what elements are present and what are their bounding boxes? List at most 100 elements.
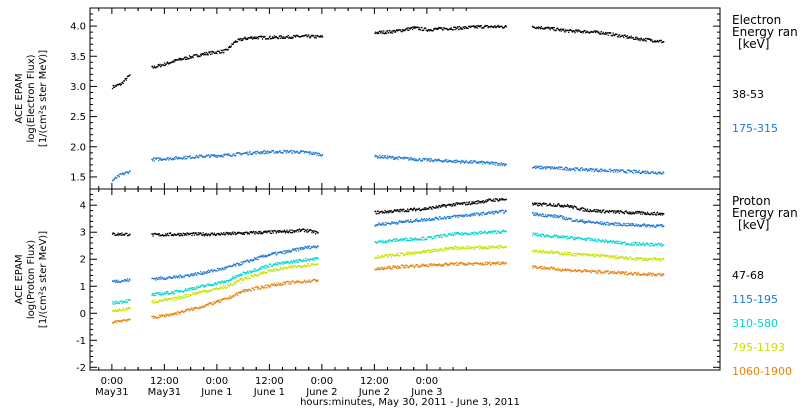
data-point bbox=[590, 209, 592, 212]
data-point bbox=[562, 218, 564, 220]
data-point bbox=[425, 238, 427, 241]
data-point bbox=[443, 204, 445, 206]
data-point bbox=[273, 35, 276, 37]
data-point bbox=[403, 254, 405, 256]
data-point bbox=[583, 253, 585, 255]
data-point bbox=[212, 303, 214, 306]
data-point bbox=[198, 234, 200, 236]
data-point bbox=[468, 162, 470, 164]
data-point bbox=[156, 317, 159, 319]
data-point bbox=[292, 261, 294, 263]
data-point bbox=[167, 62, 169, 64]
data-point bbox=[321, 35, 323, 37]
data-point bbox=[246, 277, 249, 280]
data-point bbox=[215, 301, 217, 303]
data-point bbox=[452, 234, 454, 236]
data-point bbox=[209, 235, 211, 237]
data-point bbox=[120, 300, 122, 302]
data-point bbox=[560, 204, 562, 207]
data-point bbox=[500, 231, 502, 233]
data-point bbox=[256, 275, 258, 277]
data-point bbox=[430, 236, 432, 238]
data-point bbox=[393, 210, 395, 212]
data-point bbox=[395, 209, 397, 211]
y-tick-label: 0 bbox=[80, 309, 86, 320]
data-point bbox=[262, 232, 264, 234]
data-point bbox=[425, 219, 427, 221]
data-point bbox=[642, 257, 644, 259]
data-point bbox=[165, 158, 167, 160]
data-point bbox=[546, 250, 549, 252]
data-point bbox=[268, 151, 271, 153]
data-point bbox=[254, 258, 256, 261]
data-point bbox=[617, 256, 619, 258]
data-point bbox=[248, 232, 250, 235]
data-point bbox=[571, 206, 574, 208]
data-point bbox=[410, 239, 412, 242]
data-point bbox=[460, 202, 462, 204]
data-point bbox=[163, 277, 166, 279]
data-point bbox=[391, 221, 393, 223]
data-point bbox=[282, 263, 284, 265]
data-point bbox=[498, 231, 500, 233]
data-point bbox=[624, 34, 626, 36]
data-point bbox=[193, 308, 195, 311]
data-point bbox=[201, 273, 203, 275]
data-point bbox=[654, 257, 656, 259]
data-point bbox=[453, 160, 455, 162]
data-point bbox=[635, 241, 637, 244]
data-point bbox=[287, 34, 289, 37]
data-point bbox=[476, 161, 479, 163]
data-point bbox=[266, 265, 268, 267]
data-point bbox=[543, 202, 545, 204]
data-point bbox=[164, 64, 166, 67]
data-point bbox=[553, 29, 555, 31]
data-point bbox=[270, 253, 272, 256]
data-point bbox=[497, 164, 499, 166]
data-point bbox=[385, 254, 387, 256]
data-point bbox=[261, 151, 263, 153]
data-point bbox=[262, 256, 264, 258]
data-point bbox=[238, 263, 241, 265]
data-point bbox=[198, 233, 201, 235]
data-point bbox=[403, 29, 405, 32]
data-point bbox=[313, 153, 315, 155]
data-point bbox=[236, 293, 238, 295]
data-point bbox=[614, 34, 616, 36]
data-point bbox=[176, 297, 179, 300]
data-point bbox=[488, 198, 490, 200]
y-tick-label: 1 bbox=[80, 282, 86, 293]
data-point bbox=[579, 170, 581, 172]
data-point bbox=[618, 256, 621, 258]
data-point bbox=[578, 169, 580, 171]
data-point bbox=[456, 246, 459, 248]
data-point bbox=[384, 32, 386, 34]
data-point bbox=[295, 266, 297, 268]
data-point bbox=[251, 36, 253, 38]
data-point bbox=[592, 210, 594, 212]
data-point bbox=[198, 307, 201, 309]
data-point bbox=[218, 233, 221, 235]
data-point bbox=[375, 242, 377, 245]
data-point bbox=[600, 240, 602, 242]
data-point bbox=[278, 150, 281, 153]
data-point bbox=[595, 30, 597, 32]
data-point bbox=[484, 247, 486, 249]
data-point bbox=[570, 252, 572, 254]
data-point bbox=[576, 167, 579, 169]
data-point bbox=[227, 154, 229, 157]
data-point bbox=[409, 237, 411, 239]
data-point bbox=[268, 254, 271, 257]
data-point bbox=[582, 32, 584, 34]
data-point bbox=[125, 299, 127, 301]
data-point bbox=[165, 278, 167, 280]
data-point bbox=[614, 169, 616, 171]
data-point bbox=[200, 54, 202, 57]
data-point bbox=[460, 215, 462, 217]
data-point bbox=[270, 263, 272, 265]
data-point bbox=[473, 232, 475, 234]
data-point bbox=[285, 250, 287, 252]
data-point bbox=[214, 234, 216, 236]
data-point bbox=[126, 280, 128, 282]
data-point bbox=[593, 209, 595, 212]
